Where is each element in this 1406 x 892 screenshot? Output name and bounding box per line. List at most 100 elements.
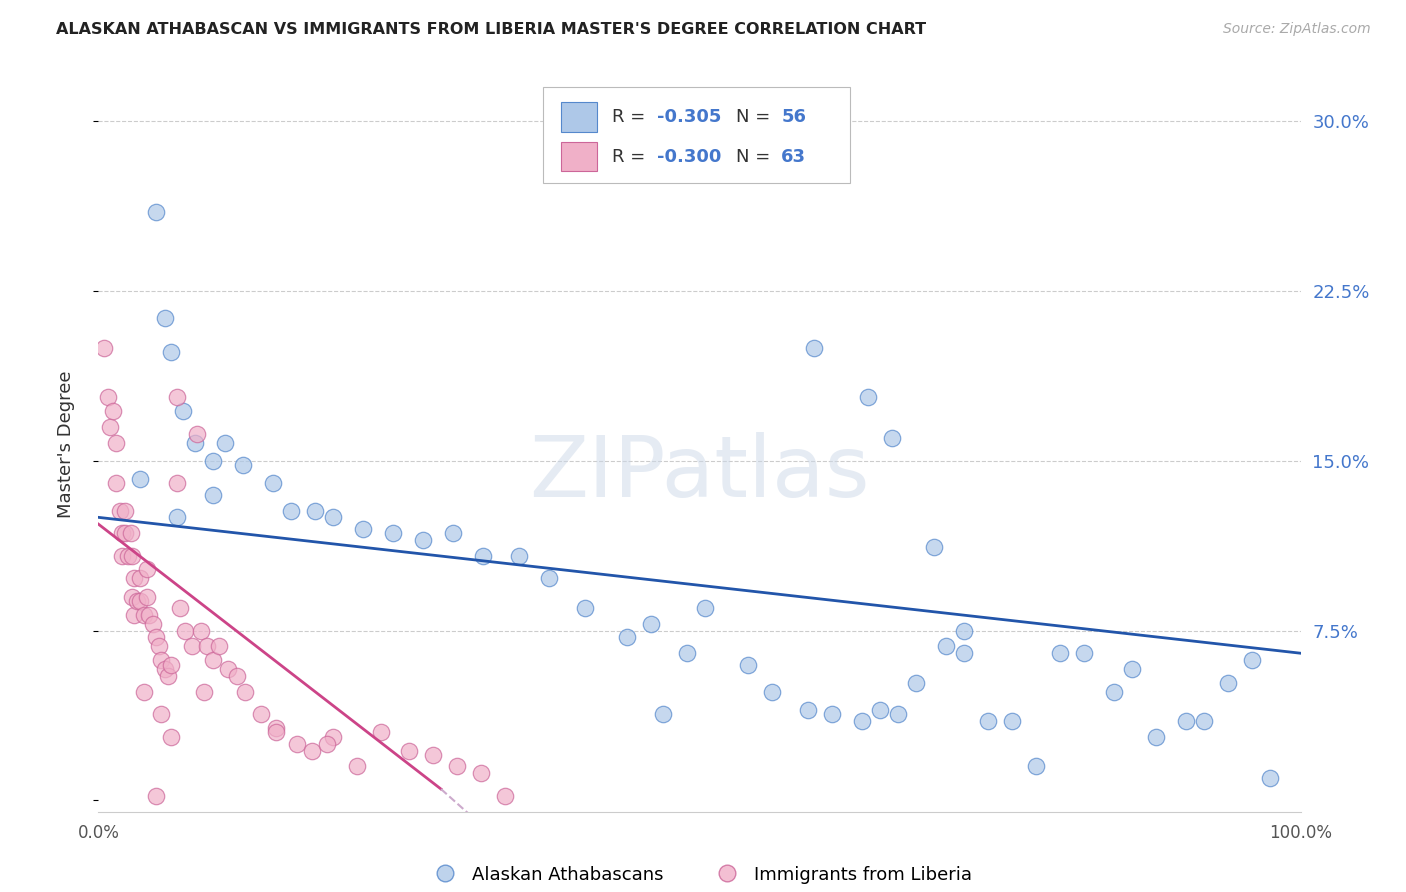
Point	[195, 640, 218, 654]
Point	[114, 526, 136, 541]
Point	[233, 684, 256, 698]
Point	[652, 707, 675, 722]
Point	[346, 759, 368, 773]
Point	[904, 675, 927, 690]
Point	[105, 476, 128, 491]
Text: R =: R =	[612, 108, 651, 126]
Point	[145, 631, 167, 645]
Point	[422, 748, 444, 763]
Point	[1102, 684, 1125, 698]
Point	[129, 594, 152, 608]
Point	[381, 526, 404, 541]
Point	[97, 390, 120, 404]
Y-axis label: Master's Degree: Master's Degree	[56, 370, 75, 517]
Point	[922, 540, 945, 554]
Point	[676, 646, 699, 660]
Point	[153, 662, 176, 676]
Point	[148, 640, 170, 654]
Point	[159, 345, 181, 359]
FancyBboxPatch shape	[561, 103, 598, 132]
Point	[172, 404, 194, 418]
Point	[803, 341, 825, 355]
Point	[120, 526, 142, 541]
Point	[935, 640, 957, 654]
Point	[1260, 771, 1282, 785]
FancyBboxPatch shape	[561, 142, 598, 171]
Point	[232, 458, 254, 473]
Point	[880, 431, 903, 445]
Point	[538, 572, 561, 586]
Point	[124, 572, 146, 586]
Point	[159, 657, 181, 672]
Point	[208, 640, 231, 654]
Point	[183, 435, 205, 450]
Point	[1241, 653, 1264, 667]
Point	[470, 766, 492, 780]
Point	[105, 435, 128, 450]
Point	[157, 669, 180, 683]
Point	[695, 601, 717, 615]
Point	[446, 759, 468, 773]
Point	[129, 472, 152, 486]
Point	[166, 390, 188, 404]
Point	[322, 730, 344, 744]
Text: ALASKAN ATHABASCAN VS IMMIGRANTS FROM LIBERIA MASTER'S DEGREE CORRELATION CHART: ALASKAN ATHABASCAN VS IMMIGRANTS FROM LI…	[56, 22, 927, 37]
Point	[93, 341, 115, 355]
Point	[111, 549, 134, 563]
Text: -0.305: -0.305	[658, 108, 721, 126]
Point	[1025, 759, 1047, 773]
Point	[166, 510, 188, 524]
Point	[441, 526, 464, 541]
Point	[1049, 646, 1071, 660]
Point	[1001, 714, 1024, 728]
Point	[181, 640, 204, 654]
Text: ZIPatlas: ZIPatlas	[529, 432, 870, 515]
Point	[135, 590, 157, 604]
Point	[201, 653, 224, 667]
Point	[114, 503, 136, 517]
Point	[1144, 730, 1167, 744]
Point	[121, 549, 143, 563]
Point	[169, 601, 191, 615]
Point	[494, 789, 516, 803]
Point	[111, 526, 134, 541]
Point	[159, 730, 181, 744]
Point	[249, 707, 271, 722]
Text: -0.300: -0.300	[658, 148, 721, 166]
Point	[508, 549, 530, 563]
Point	[166, 476, 188, 491]
Point	[761, 684, 783, 698]
Point	[174, 624, 197, 638]
Point	[304, 503, 326, 517]
Point	[851, 714, 873, 728]
Point	[138, 607, 160, 622]
Point	[129, 572, 152, 586]
Point	[1175, 714, 1198, 728]
Point	[132, 607, 155, 622]
Text: Source: ZipAtlas.com: Source: ZipAtlas.com	[1223, 22, 1371, 37]
Point	[640, 616, 662, 631]
Point	[145, 204, 167, 219]
Point	[225, 669, 247, 683]
Point	[217, 662, 239, 676]
Point	[201, 454, 224, 468]
Point	[285, 737, 308, 751]
Text: 63: 63	[782, 148, 806, 166]
Text: 56: 56	[782, 108, 806, 126]
Text: N =: N =	[735, 108, 776, 126]
Point	[214, 435, 236, 450]
Point	[1218, 675, 1240, 690]
Point	[280, 503, 302, 517]
Legend: Alaskan Athabascans, Immigrants from Liberia: Alaskan Athabascans, Immigrants from Lib…	[420, 859, 979, 891]
Point	[412, 533, 434, 547]
Point	[153, 311, 176, 326]
Point	[186, 426, 208, 441]
Point	[266, 725, 288, 739]
Point	[398, 743, 420, 757]
Point	[201, 488, 224, 502]
Point	[370, 725, 392, 739]
Point	[301, 743, 323, 757]
Point	[145, 789, 167, 803]
Point	[737, 657, 759, 672]
Point	[108, 503, 131, 517]
